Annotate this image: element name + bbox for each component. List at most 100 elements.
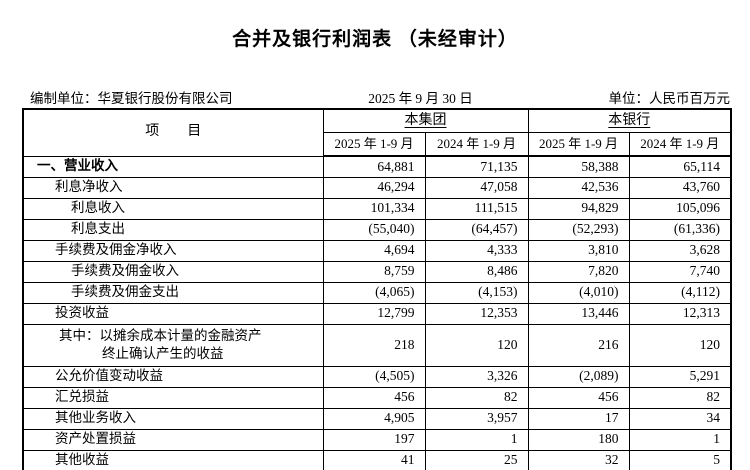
table-row: 手续费及佣金支出 (4,065) (4,153) (4,010) (4,112) [22, 281, 732, 304]
row-value: 32 [527, 449, 630, 470]
row-label: 其他收益 [22, 449, 324, 470]
row-value: (4,505) [322, 365, 426, 388]
row-label: 利息收入 [22, 197, 324, 220]
row-value: 82 [628, 386, 732, 409]
row-value: 180 [527, 428, 630, 451]
row-label: 利息支出 [22, 218, 324, 241]
row-value: 8,486 [424, 260, 529, 283]
row-value: 120 [424, 323, 529, 367]
row-value: 111,515 [424, 197, 529, 220]
table-row: 其中：以摊余成本计量的金融资产 终止确认产生的收益 218 120 216 120 [22, 323, 732, 367]
header-row-periods: 2025 年 1-9 月 2024 年 1-9 月 2025 年 1-9 月 2… [23, 132, 732, 157]
row-value: 101,334 [322, 197, 426, 220]
table-row: 公允价值变动收益 (4,505) 3,326 (2,089) 5,291 [22, 365, 732, 388]
row-value: 3,326 [424, 365, 529, 388]
row-value: 5,291 [628, 365, 732, 388]
row-value: 105,096 [628, 197, 732, 220]
period-header: 2024 年 1-9 月 [424, 132, 529, 157]
table-body: 一、营业收入 64,881 71,135 58,388 65,114 利息净收入 46,29… [22, 155, 732, 470]
table-row: 汇兑损益 456 82 456 82 [22, 386, 732, 409]
row-label: 一、营业收入 [22, 155, 324, 178]
row-value: 8,759 [322, 260, 426, 283]
row-value: (4,112) [628, 281, 732, 304]
row-value: (4,065) [322, 281, 426, 304]
row-value: 1 [424, 428, 529, 451]
table-row: 手续费及佣金收入 8,759 8,486 7,820 7,740 [22, 260, 732, 283]
row-value: 34 [628, 407, 732, 430]
row-value: 46,294 [322, 176, 426, 199]
row-value: (4,010) [527, 281, 630, 304]
report-date: 2025 年 9 月 30 日 [368, 91, 473, 106]
row-value: 4,905 [322, 407, 426, 430]
table-row: 其他业务收入 4,905 3,957 17 34 [22, 407, 732, 430]
group-column-header: 本集团 [322, 108, 529, 133]
row-value: 12,799 [322, 302, 426, 325]
income-statement-table: 项 目 本集团 本银行 2025 年 1-9 月 2024 年 1-9 月 20… [22, 108, 732, 470]
row-value: 41 [322, 449, 426, 470]
period-header: 2025 年 1-9 月 [527, 132, 630, 157]
page-title: 合并及银行利润表 （未经审计） [232, 29, 518, 50]
row-value: 82 [424, 386, 529, 409]
row-label: 投资收益 [22, 302, 324, 325]
row-label: 资产处置损益 [22, 428, 324, 451]
prepared-by-label: 编制单位：华夏银行股份有限公司 [30, 91, 233, 106]
row-value: (61,336) [628, 218, 732, 241]
row-value: 12,353 [424, 302, 529, 325]
table-row: 手续费及佣金净收入 4,694 4,333 3,810 3,628 [22, 239, 732, 262]
row-label: 利息净收入 [22, 176, 324, 199]
group-header-label: 本集团 [404, 112, 447, 128]
row-label: 其中：以摊余成本计量的金融资产 终止确认产生的收益 [22, 323, 324, 367]
row-value: 94,829 [527, 197, 630, 220]
row-value: 47,058 [424, 176, 529, 199]
row-value: 120 [628, 323, 732, 367]
period-header: 2024 年 1-9 月 [628, 132, 732, 157]
row-value: 456 [527, 386, 630, 409]
header-row-groups: 项 目 本集团 本银行 [22, 108, 732, 157]
row-value: 1 [628, 428, 732, 451]
period-header: 2025 年 1-9 月 [322, 132, 426, 157]
row-value: 17 [527, 407, 630, 430]
row-value: (4,153) [424, 281, 529, 304]
row-value: 216 [527, 323, 630, 367]
row-value: 3,810 [527, 239, 630, 262]
meta-row: 编制单位：华夏银行股份有限公司 2025 年 9 月 30 日 单位：人民币百万… [30, 87, 730, 107]
row-value: (64,457) [424, 218, 529, 241]
row-value: 7,740 [628, 260, 732, 283]
table-row: 利息净收入 46,294 47,058 42,536 43,760 [22, 176, 732, 199]
row-value: 7,820 [527, 260, 630, 283]
bank-header-label: 本银行 [608, 112, 651, 128]
row-value: 58,388 [527, 155, 630, 178]
row-value: 456 [322, 386, 426, 409]
row-value: 42,536 [527, 176, 630, 199]
row-value: 3,628 [628, 239, 732, 262]
row-label: 其他业务收入 [22, 407, 324, 430]
row-label: 手续费及佣金收入 [22, 260, 324, 283]
row-value: 4,694 [322, 239, 426, 262]
row-value: 13,446 [527, 302, 630, 325]
row-value: 64,881 [322, 155, 426, 178]
row-value: (2,089) [527, 365, 630, 388]
table-row: 投资收益 12,799 12,353 13,446 12,313 [22, 302, 732, 325]
row-value: 4,333 [424, 239, 529, 262]
row-value: 12,313 [628, 302, 732, 325]
unit-label: 单位：人民币百万元 [608, 91, 731, 106]
table-row: 一、营业收入 64,881 71,135 58,388 65,114 [22, 155, 732, 178]
item-column-header: 项 目 [22, 108, 324, 157]
bank-column-header: 本银行 [527, 108, 732, 133]
row-label: 手续费及佣金净收入 [22, 239, 324, 262]
row-label: 手续费及佣金支出 [22, 281, 324, 304]
row-value: 25 [424, 449, 529, 470]
table-row: 资产处置损益 197 1 180 1 [22, 428, 732, 451]
row-value: 5 [628, 449, 732, 470]
row-label: 公允价值变动收益 [22, 365, 324, 388]
table-row: 其他收益 41 25 32 5 [22, 449, 732, 470]
row-value: 197 [322, 428, 426, 451]
row-value: 3,957 [424, 407, 529, 430]
row-value: (52,293) [527, 218, 630, 241]
table-row: 利息支出 (55,040) (64,457) (52,293) (61,336) [22, 218, 732, 241]
row-value: 71,135 [424, 155, 529, 178]
table-row: 利息收入 101,334 111,515 94,829 105,096 [22, 197, 732, 220]
row-value: 43,760 [628, 176, 732, 199]
row-label: 汇兑损益 [22, 386, 324, 409]
